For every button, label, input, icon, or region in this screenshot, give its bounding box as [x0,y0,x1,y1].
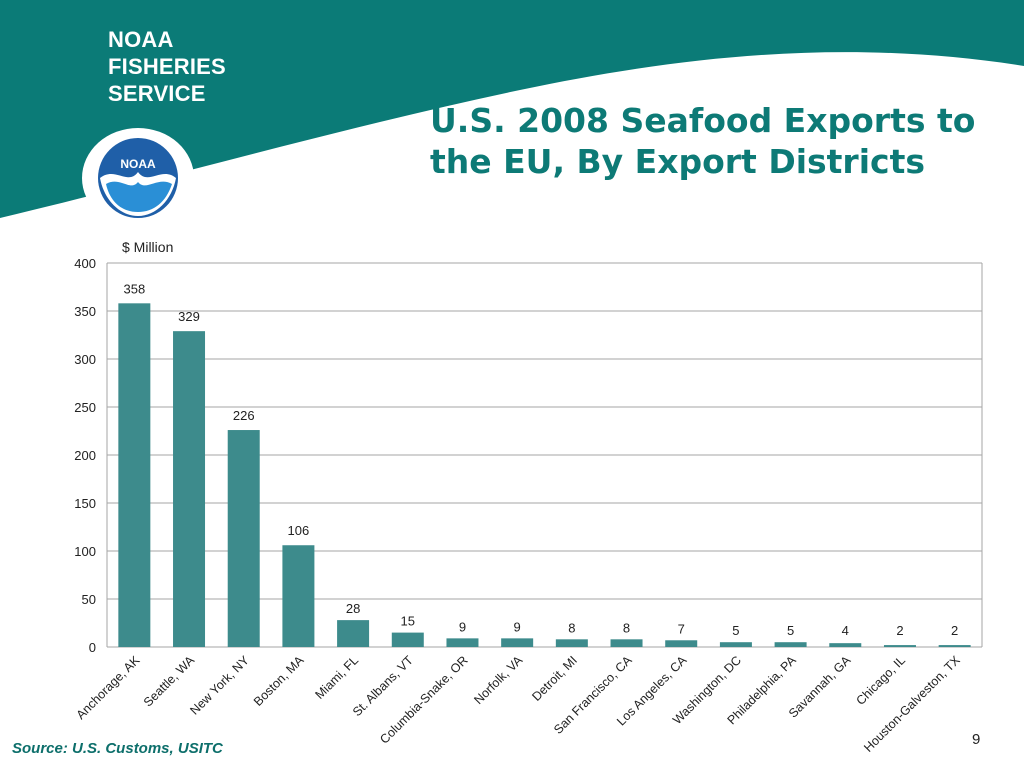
data-label: 7 [678,621,685,636]
brand-line-1: NOAA [108,27,174,52]
x-tick-label: Norfolk, VA [471,653,525,707]
bar [665,640,698,647]
source-note: Source: U.S. Customs, USITC [12,740,223,757]
x-tick-label: New York, NY [187,653,252,718]
y-tick-label: 200 [74,448,96,463]
bars [118,303,971,647]
data-label: 226 [233,408,255,423]
data-label: 5 [787,623,794,638]
bar [883,645,916,647]
noaa-fisheries-wordmark: NOAA FISHERIES SERVICE [108,26,226,107]
bar [391,632,424,647]
x-tick-label: Seattle, WA [141,653,198,710]
bar [173,331,206,647]
bar [774,642,807,647]
x-tick-label: Boston, MA [251,653,307,709]
data-label: 5 [732,623,739,638]
data-label: 329 [178,309,200,324]
bar [719,642,752,647]
data-label: 8 [623,620,630,635]
data-label: 9 [514,619,521,634]
y-tick-label: 350 [74,304,96,319]
brand-line-2: FISHERIES [108,54,226,79]
y-tick-label: 400 [74,256,96,271]
y-tick-label: 150 [74,496,96,511]
y-tick-label: 100 [74,544,96,559]
y-tick-label: 300 [74,352,96,367]
x-tick-label: Houston-Galveston, TX [861,653,963,755]
x-tick-label: Miami, FL [313,653,362,702]
page-number: 9 [972,731,981,748]
bar [118,303,151,647]
y-axis-label: $ Million [122,239,173,255]
data-label: 9 [459,619,466,634]
bar [610,639,643,647]
bar [227,430,260,647]
y-tick-label: 50 [82,592,96,607]
y-tick-label: 0 [89,640,96,655]
bar [555,639,588,647]
brand-line-3: SERVICE [108,81,206,106]
bar [829,643,862,647]
data-label: 28 [346,601,360,616]
data-label: 4 [842,623,849,638]
data-label: 2 [896,623,903,638]
slide-title: U.S. 2008 Seafood Exports to the EU, By … [430,101,976,181]
bar [337,620,370,647]
data-label: 8 [568,620,575,635]
header-band [0,0,1024,218]
data-label: 2 [951,623,958,638]
y-tick-labels: 0 50 100 150 200 250 300 350 400 [74,256,96,655]
x-tick-label: Chicago, IL [853,653,908,708]
data-label: 358 [123,281,145,296]
bar [501,638,534,647]
bar [938,645,971,647]
bar [282,545,315,647]
data-labels: 358 329 226 106 28 15 9 9 8 8 7 5 5 4 2 2 [123,281,958,638]
y-tick-label: 250 [74,400,96,415]
bar [446,638,479,647]
noaa-logo-icon: NOAA [82,128,194,228]
data-label: 15 [401,614,415,629]
data-label: 106 [288,523,310,538]
x-tick-label: Anchorage, AK [74,653,143,722]
x-tick-label: Detroit, MI [529,653,580,704]
logo-text: NOAA [120,157,156,171]
